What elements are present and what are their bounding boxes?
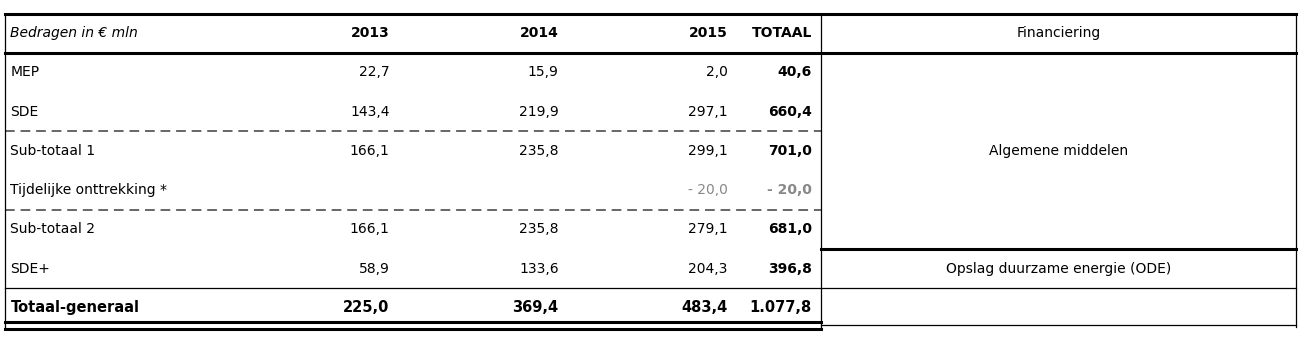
Text: 235,8: 235,8 [520, 222, 559, 236]
Text: 369,4: 369,4 [512, 300, 559, 315]
Text: 219,9: 219,9 [518, 105, 559, 119]
Text: 143,4: 143,4 [351, 105, 390, 119]
Text: - 20,0: - 20,0 [687, 183, 727, 197]
Text: Algemene middelen: Algemene middelen [989, 144, 1129, 158]
Text: 2014: 2014 [520, 26, 559, 40]
Text: - 20,0: - 20,0 [766, 183, 812, 197]
Text: 40,6: 40,6 [778, 65, 812, 79]
Text: 166,1: 166,1 [349, 222, 390, 236]
Text: Sub-totaal 1: Sub-totaal 1 [10, 144, 96, 158]
Text: 660,4: 660,4 [768, 105, 812, 119]
Text: 58,9: 58,9 [359, 262, 390, 276]
Text: 225,0: 225,0 [343, 300, 390, 315]
Text: Opslag duurzame energie (ODE): Opslag duurzame energie (ODE) [946, 262, 1172, 276]
Text: 297,1: 297,1 [687, 105, 727, 119]
Text: MEP: MEP [10, 65, 39, 79]
Text: Bedragen in € mln: Bedragen in € mln [10, 26, 138, 40]
Text: Totaal-generaal: Totaal-generaal [10, 300, 139, 315]
Text: 235,8: 235,8 [520, 144, 559, 158]
Text: 2,0: 2,0 [705, 65, 727, 79]
Text: 2015: 2015 [688, 26, 727, 40]
Text: 396,8: 396,8 [768, 262, 812, 276]
Text: 204,3: 204,3 [688, 262, 727, 276]
Text: 299,1: 299,1 [687, 144, 727, 158]
Text: 681,0: 681,0 [768, 222, 812, 236]
Text: 15,9: 15,9 [527, 65, 559, 79]
Text: 279,1: 279,1 [687, 222, 727, 236]
Text: Sub-totaal 2: Sub-totaal 2 [10, 222, 95, 236]
Text: Tijdelijke onttrekking *: Tijdelijke onttrekking * [10, 183, 168, 197]
Text: 166,1: 166,1 [349, 144, 390, 158]
Text: 483,4: 483,4 [681, 300, 727, 315]
Text: 22,7: 22,7 [359, 65, 390, 79]
Text: 701,0: 701,0 [768, 144, 812, 158]
Text: SDE+: SDE+ [10, 262, 51, 276]
Text: 1.077,8: 1.077,8 [750, 300, 812, 315]
Text: 133,6: 133,6 [518, 262, 559, 276]
Text: SDE: SDE [10, 105, 39, 119]
Text: 2013: 2013 [351, 26, 390, 40]
Text: TOTAAL: TOTAAL [752, 26, 812, 40]
Text: Financiering: Financiering [1017, 26, 1100, 40]
